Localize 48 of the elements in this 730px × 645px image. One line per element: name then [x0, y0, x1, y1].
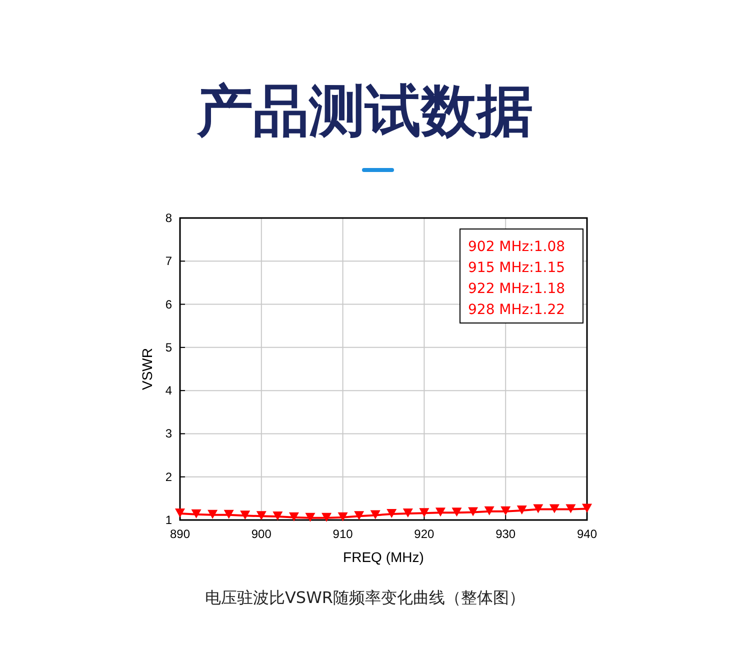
point — [272, 512, 283, 521]
annotation: 928 MHz:1.22 — [468, 302, 566, 318]
point — [419, 508, 430, 518]
annotation: 922 MHz:1.18 — [468, 281, 566, 297]
x-tick-label: 920 — [414, 527, 435, 541]
chart-title: 产品测试数据 — [196, 79, 533, 144]
text: 电压驻波比VSWR随频率变化曲线（整体图） — [204, 588, 526, 607]
annotation: 915 MHz:1.15 — [468, 260, 566, 276]
x-tick-label: 940 — [576, 527, 598, 541]
point — [322, 512, 332, 522]
x-tick-label: 910 — [332, 527, 354, 541]
point — [224, 510, 234, 519]
point — [549, 504, 560, 514]
point — [354, 511, 364, 520]
point — [452, 508, 462, 517]
point — [370, 510, 380, 520]
annotation: 902 MHz:1.08 — [468, 239, 566, 255]
point — [402, 508, 413, 518]
x-tick-label: 890 — [170, 527, 190, 541]
y-tick-label: 6 — [165, 297, 172, 312]
point — [208, 510, 218, 519]
y-tick-label: 8 — [165, 211, 172, 225]
point — [468, 507, 478, 516]
point — [435, 508, 446, 517]
point — [566, 504, 576, 514]
point — [582, 504, 592, 513]
x-tick-label: 930 — [496, 527, 516, 541]
point — [256, 511, 266, 520]
y-tick-label: 3 — [165, 426, 172, 441]
point — [533, 504, 544, 514]
point — [305, 512, 316, 522]
x-axis-title: FREQ (MHz) — [343, 549, 424, 565]
point — [484, 506, 494, 516]
y-tick-label: 4 — [165, 384, 172, 398]
point — [191, 509, 202, 518]
y-tick-label: 7 — [165, 254, 172, 268]
point — [240, 510, 250, 520]
point — [516, 506, 527, 515]
y-axis-title: VSWR — [139, 348, 155, 390]
y-tick-label: 5 — [165, 340, 172, 354]
point — [386, 508, 397, 518]
point — [288, 512, 299, 522]
x-tick-label: 900 — [251, 527, 272, 541]
point — [338, 512, 348, 522]
point — [500, 506, 511, 516]
point — [175, 508, 185, 518]
y-tick-label: 2 — [165, 470, 172, 484]
y-tick-label: 1 — [165, 513, 172, 527]
